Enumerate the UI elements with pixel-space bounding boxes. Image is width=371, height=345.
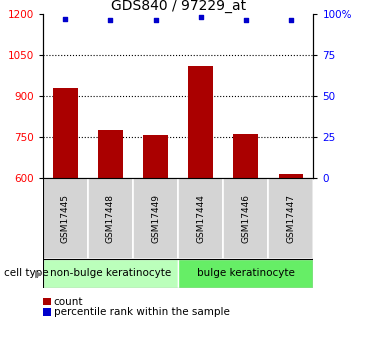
Bar (178, 259, 313, 288)
Bar (188, 66, 213, 178)
Text: cell type: cell type (4, 268, 48, 278)
Bar (178, 178, 223, 259)
Point (62, 16, 68, 21)
Bar (98, 130, 123, 178)
Text: count: count (54, 297, 83, 306)
Bar (223, 178, 268, 259)
Text: bulge keratinocyte: bulge keratinocyte (197, 268, 295, 278)
Text: GSM17444: GSM17444 (196, 194, 205, 243)
Bar (268, 178, 313, 259)
Bar (233, 134, 258, 178)
Point (198, 14, 204, 20)
Text: percentile rank within the sample: percentile rank within the sample (54, 307, 230, 317)
Point (288, 18, 294, 23)
Bar (43, 259, 178, 288)
Bar (143, 135, 168, 178)
Point (108, 18, 114, 23)
Bar (53, 88, 78, 178)
Title: GDS840 / 97229_at: GDS840 / 97229_at (111, 0, 246, 13)
Text: GSM17447: GSM17447 (286, 194, 295, 243)
Text: GSM17449: GSM17449 (151, 194, 160, 243)
Text: ▶: ▶ (35, 268, 42, 278)
Bar (279, 174, 303, 178)
Point (152, 18, 158, 23)
Text: non-bulge keratinocyte: non-bulge keratinocyte (50, 268, 171, 278)
Bar (43, 178, 88, 259)
Text: GSM17445: GSM17445 (61, 194, 70, 243)
Bar (133, 178, 178, 259)
Text: GSM17448: GSM17448 (106, 194, 115, 243)
Bar (88, 178, 133, 259)
Point (243, 18, 249, 23)
Text: GSM17446: GSM17446 (241, 194, 250, 243)
